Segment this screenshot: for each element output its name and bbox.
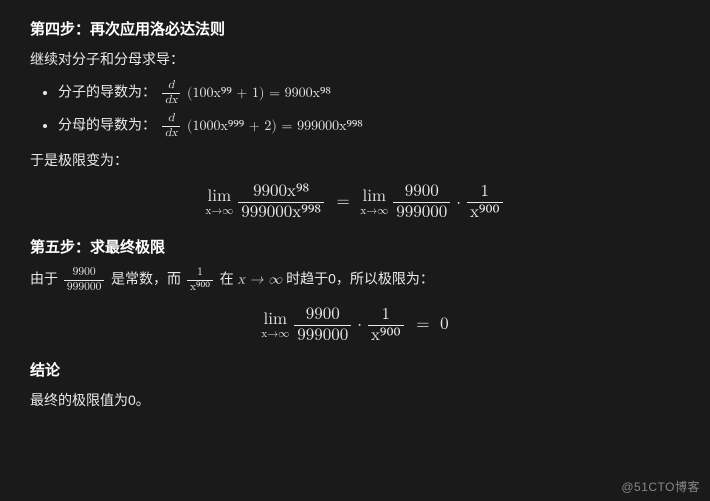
numerator: 9900 [303, 306, 343, 325]
d: d [165, 113, 177, 126]
bullet1-result: 9900x⁹⁸ [285, 86, 331, 100]
conclusion-heading: 结论 [30, 359, 680, 380]
d: d [165, 80, 177, 93]
d-dx-frac: d dx [162, 113, 180, 140]
dx: dx [162, 93, 180, 107]
limit: lim x→∞ [360, 188, 388, 217]
step4-therefore: 于是极限变为： [30, 150, 680, 171]
denominator: x⁹⁰⁰ [467, 202, 503, 222]
watermark: @51CTO博客 [621, 478, 700, 495]
equals: = [337, 193, 356, 210]
bullet1-math: d dx (100x⁹⁹ + 1) = 9900x⁹⁸ [160, 86, 331, 100]
denominator: x⁹⁰⁰ [368, 325, 404, 345]
lim-text: lim [208, 188, 232, 205]
zero-fraction: 1 x⁹⁰⁰ [187, 267, 213, 294]
denominator: 999000 [393, 202, 450, 222]
equals: = [269, 86, 285, 100]
d-dx-frac: d dx [162, 80, 180, 107]
step5-explanation: 由于 9900 999000 是常数，而 1 x⁹⁰⁰ 在 x → ∞ 时趋于0… [30, 267, 680, 294]
bullet2-math: d dx (1000x⁹⁹⁹ + 2) = 999000x⁹⁹⁸ [160, 119, 363, 133]
numerator: 1 [194, 267, 206, 280]
x-to-inf: x → ∞ [238, 273, 283, 287]
step4-intro: 继续对分子和分母求导： [30, 49, 680, 70]
fraction: 1 x⁹⁰⁰ [368, 306, 404, 345]
limit: lim x→∞ [205, 188, 233, 217]
lim-sub: x→∞ [261, 329, 289, 340]
lim-sub: x→∞ [360, 206, 388, 217]
fraction: 1 x⁹⁰⁰ [467, 183, 503, 222]
text-c: 在 [220, 271, 238, 287]
conclusion-text: 最终的极限值为0。 [30, 390, 680, 411]
step4-bullet-numerator: 分子的导数为： d dx (100x⁹⁹ + 1) = 9900x⁹⁸ [58, 80, 680, 107]
text-d: 时趋于0，所以极限为： [286, 271, 434, 287]
dx: dx [162, 126, 180, 140]
cdot: ⋅ [456, 193, 461, 213]
lim-text: lim [263, 311, 287, 328]
bullet1-inside: (100x⁹⁹ + 1) [187, 86, 264, 100]
denominator: x⁹⁰⁰ [187, 280, 213, 294]
fraction: 9900x⁹⁸ 999000x⁹⁹⁸ [238, 183, 324, 222]
numerator: 1 [379, 306, 394, 325]
step4-bullet-denominator: 分母的导数为： d dx (1000x⁹⁹⁹ + 2) = 999000x⁹⁹⁸ [58, 113, 680, 140]
step4-list: 分子的导数为： d dx (100x⁹⁹ + 1) = 9900x⁹⁸ 分母的导… [30, 80, 680, 140]
step5-heading: 第五步：求最终极限 [30, 236, 680, 257]
bullet2-label: 分母的导数为： [58, 117, 156, 133]
limit: lim x→∞ [261, 311, 289, 340]
numerator: 9900 [70, 267, 99, 280]
equals: = [282, 119, 298, 133]
bullet2-result: 999000x⁹⁹⁸ [297, 119, 363, 133]
bullet1-label: 分子的导数为： [58, 84, 156, 100]
denominator: 999000x⁹⁹⁸ [238, 202, 324, 222]
const-fraction: 9900 999000 [64, 267, 105, 294]
cdot: ⋅ [357, 315, 362, 335]
numerator: 9900x⁹⁸ [250, 183, 312, 202]
numerator: 1 [478, 183, 493, 202]
lim-text: lim [362, 188, 386, 205]
fraction: 9900 999000 [393, 183, 450, 222]
fraction: 9900 999000 [294, 306, 351, 345]
denominator: 999000 [64, 280, 105, 294]
text-b: 是常数，而 [111, 271, 185, 287]
denominator: 999000 [294, 325, 351, 345]
step4-heading: 第四步：再次应用洛必达法则 [30, 18, 680, 39]
equals: = [416, 316, 435, 333]
result-zero: 0 [440, 316, 449, 333]
step4-equation: lim x→∞ 9900x⁹⁸ 999000x⁹⁹⁸ = lim x→∞ 990… [30, 183, 680, 222]
bullet2-inside: (1000x⁹⁹⁹ + 2) [187, 119, 277, 133]
document-page: 第四步：再次应用洛必达法则 继续对分子和分母求导： 分子的导数为： d dx (… [0, 0, 710, 433]
step5-equation: lim x→∞ 9900 999000 ⋅ 1 x⁹⁰⁰ = 0 [30, 306, 680, 345]
lim-sub: x→∞ [205, 206, 233, 217]
numerator: 9900 [402, 183, 442, 202]
text-a: 由于 [30, 271, 62, 287]
